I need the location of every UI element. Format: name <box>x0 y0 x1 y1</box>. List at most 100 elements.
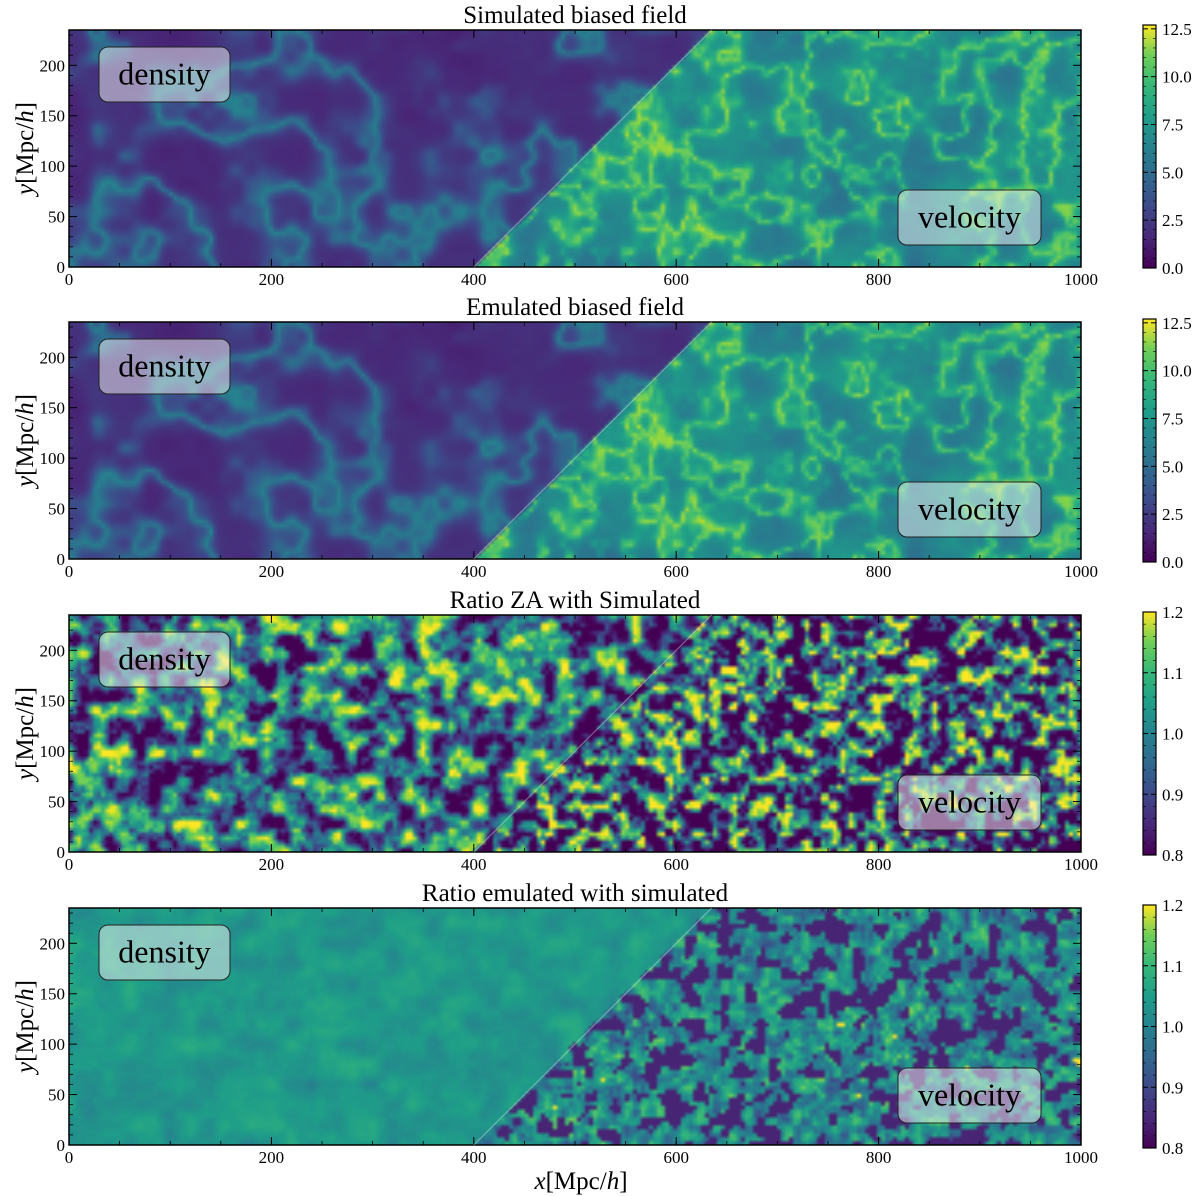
colorbar-tick-label: 1.0 <box>1162 1018 1183 1037</box>
panel-title: Ratio ZA with Simulated <box>450 587 701 614</box>
colorbar-tick-label: 12.5 <box>1162 20 1192 39</box>
x-tick-label: 800 <box>866 562 892 581</box>
colorbar-tick-label: 0.8 <box>1162 1139 1183 1158</box>
x-tick-label: 200 <box>259 1148 285 1167</box>
colorbar-tick-label: 12.5 <box>1162 314 1192 333</box>
colorbar-tick-label: 0.0 <box>1162 553 1183 572</box>
colorbar-tick-label: 0.9 <box>1162 1078 1183 1097</box>
colorbar-tick-label: 1.0 <box>1162 725 1183 744</box>
x-tick-label: 400 <box>461 270 487 289</box>
colorbar-tick-label: 10.0 <box>1162 68 1192 87</box>
x-tick-label: 200 <box>259 855 285 874</box>
x-tick-label: 600 <box>663 562 689 581</box>
velocity-label-box <box>897 481 1042 538</box>
colorbar-frame <box>1142 318 1157 563</box>
x-tick-label: 200 <box>259 270 285 289</box>
y-tick-label: 200 <box>40 56 66 75</box>
density-label-box <box>98 338 231 395</box>
colorbar-tick-label: 0.0 <box>1162 259 1183 278</box>
y-tick-label: 200 <box>40 348 66 367</box>
y-axis-label: y[Mpc/h] <box>12 980 39 1076</box>
colorbar-tick-label: 5.0 <box>1162 457 1183 476</box>
x-tick-label: 800 <box>866 1148 892 1167</box>
x-tick-label: 0 <box>65 270 74 289</box>
density-label-box <box>98 46 231 103</box>
x-tick-label: 800 <box>866 270 892 289</box>
colorbar-tick-label: 1.2 <box>1162 603 1183 622</box>
colorbar-tick-label: 1.1 <box>1162 957 1183 976</box>
panel-title: Emulated biased field <box>466 294 684 321</box>
colorbar-tick-label: 0.8 <box>1162 846 1183 865</box>
y-axis-label: y[Mpc/h] <box>12 687 39 783</box>
x-tick-label: 600 <box>663 855 689 874</box>
x-tick-label: 600 <box>663 1148 689 1167</box>
y-tick-label: 0 <box>57 1136 66 1155</box>
colorbar-tick-label: 5.0 <box>1162 163 1183 182</box>
velocity-label-box <box>897 1067 1042 1124</box>
density-label: density <box>118 348 210 384</box>
x-tick-label: 400 <box>461 562 487 581</box>
x-tick-label: 400 <box>461 855 487 874</box>
x-tick-label: 1000 <box>1064 562 1098 581</box>
y-tick-label: 150 <box>40 107 66 126</box>
panel-4: Ratio emulated with simulated 0 200 400 600 8… <box>12 880 1183 1195</box>
y-tick-label: 150 <box>40 985 66 1004</box>
y-axis-label: y[Mpc/h] <box>12 102 39 198</box>
x-tick-label: 0 <box>65 562 74 581</box>
x-tick-label: 200 <box>259 562 285 581</box>
y-tick-label: 200 <box>40 641 66 660</box>
density-label: density <box>118 56 210 92</box>
y-tick-label: 150 <box>40 399 66 418</box>
region-split-line <box>473 614 713 853</box>
colorbar <box>1143 319 1156 562</box>
velocity-label: velocity <box>918 784 1021 820</box>
x-tick-label: 800 <box>866 855 892 874</box>
y-tick-label: 0 <box>57 550 66 569</box>
x-axis-label: x[Mpc/h] <box>533 1168 627 1195</box>
panel-title: Ratio emulated with simulated <box>422 880 729 907</box>
y-axis-label: y[Mpc/h] <box>12 394 39 490</box>
density-label: density <box>118 934 210 970</box>
colorbar-tick-label: 7.5 <box>1162 115 1183 134</box>
x-tick-label: 0 <box>65 1148 74 1167</box>
velocity-label-box <box>897 774 1042 831</box>
colorbar-tick-label: 7.5 <box>1162 409 1183 428</box>
colorbar <box>1143 25 1156 268</box>
velocity-label: velocity <box>918 199 1021 235</box>
y-tick-label: 100 <box>40 157 66 176</box>
y-tick-label: 50 <box>48 1086 65 1105</box>
colorbar-tick-label: 10.0 <box>1162 362 1192 381</box>
y-tick-label: 100 <box>40 1035 66 1054</box>
y-tick-label: 50 <box>48 500 65 519</box>
x-tick-label: 600 <box>663 270 689 289</box>
velocity-label: velocity <box>918 491 1021 527</box>
y-tick-label: 200 <box>40 934 66 953</box>
colorbar-tick-label: 2.5 <box>1162 505 1183 524</box>
panel-title: Simulated biased field <box>463 2 687 29</box>
x-tick-label: 1000 <box>1064 855 1098 874</box>
y-tick-label: 0 <box>57 258 66 277</box>
y-tick-label: 0 <box>57 843 66 862</box>
y-tick-label: 100 <box>40 742 66 761</box>
y-tick-label: 150 <box>40 692 66 711</box>
x-tick-label: 400 <box>461 1148 487 1167</box>
x-tick-label: 1000 <box>1064 1148 1098 1167</box>
y-tick-label: 100 <box>40 449 66 468</box>
region-split-line <box>473 29 713 268</box>
density-label-box <box>98 924 231 981</box>
x-tick-label: 1000 <box>1064 270 1098 289</box>
velocity-label-box <box>897 189 1042 246</box>
y-tick-label: 50 <box>48 208 65 227</box>
panel-2: Emulated biased field 0 200 400 600 800 1000 0 5… <box>12 294 1192 581</box>
colorbar-frame <box>1142 24 1157 269</box>
y-tick-label: 50 <box>48 793 65 812</box>
density-label-box <box>98 631 231 688</box>
colorbar-tick-label: 1.1 <box>1162 664 1183 683</box>
density-label: density <box>118 641 210 677</box>
region-split-line <box>473 321 713 560</box>
colorbar-tick-label: 2.5 <box>1162 211 1183 230</box>
colorbar-tick-label: 1.2 <box>1162 896 1183 915</box>
